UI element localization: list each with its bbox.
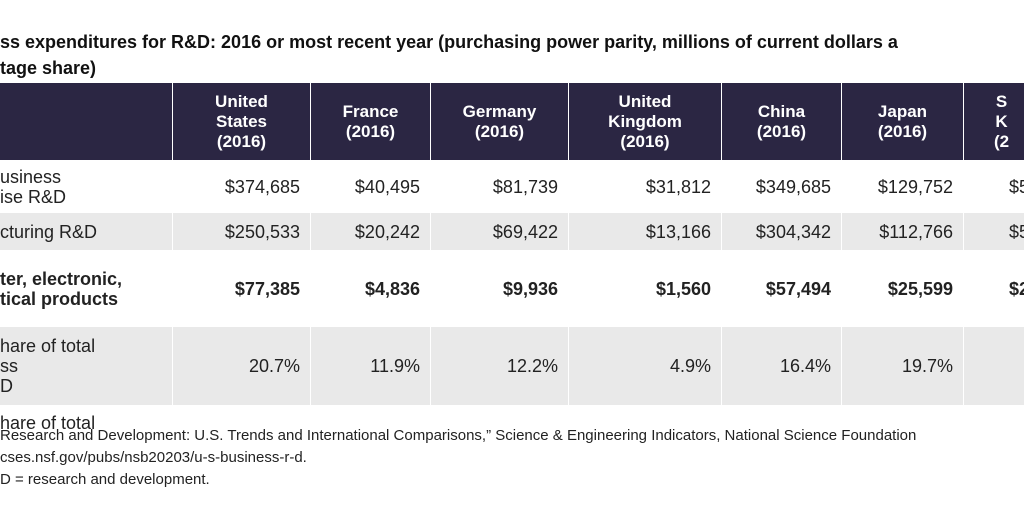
table-cell: 20.7% <box>173 327 311 405</box>
footnote: Research and Development: U.S. Trends an… <box>0 427 917 444</box>
table-cell: $69,422 <box>431 213 569 250</box>
table-cell: $250,533 <box>173 213 311 250</box>
table-cell <box>964 405 1024 440</box>
title: ss expenditures for R&D: 2016 or most re… <box>0 32 898 52</box>
table-cell: France (2016) <box>311 83 431 160</box>
table-cell: 11.9% <box>311 327 431 405</box>
footnote: D = research and development. <box>0 471 210 488</box>
table-cell: $2 <box>964 250 1024 327</box>
table-cell <box>722 405 842 440</box>
footnote: cses.nsf.gov/pubs/nsb20203/u-s-business-… <box>0 449 307 466</box>
table-cell: $4,836 <box>311 250 431 327</box>
table-cell <box>431 405 569 440</box>
title: tage share) <box>0 58 97 78</box>
table-cell: $77,385 <box>173 250 311 327</box>
table-cell: Germany (2016) <box>431 83 569 160</box>
table-cell: $1,560 <box>569 250 722 327</box>
table-cell: usiness ise R&D <box>0 160 173 213</box>
table-cell <box>311 405 431 440</box>
table-cell: $25,599 <box>842 250 964 327</box>
table-cell: United Kingdom (2016) <box>569 83 722 160</box>
table-cell: 16.4% <box>722 327 842 405</box>
table-cell: $349,685 <box>722 160 842 213</box>
table-cell <box>964 327 1024 405</box>
table-cell: $304,342 <box>722 213 842 250</box>
table-cell <box>0 83 173 160</box>
table-cell <box>173 405 311 440</box>
table-cell: $9,936 <box>431 250 569 327</box>
table-cell: hare of total <box>0 405 173 440</box>
table-cell: $374,685 <box>173 160 311 213</box>
table-cell: $5 <box>964 213 1024 250</box>
table-cell: $20,242 <box>311 213 431 250</box>
table-cell: 12.2% <box>431 327 569 405</box>
table-cell: hare of total ss D <box>0 327 173 405</box>
table-cell: $129,752 <box>842 160 964 213</box>
table-cell: 19.7% <box>842 327 964 405</box>
table-cell: $5 <box>964 160 1024 213</box>
table-cell: $13,166 <box>569 213 722 250</box>
table-cell <box>569 405 722 440</box>
table-cell: $57,494 <box>722 250 842 327</box>
table-cell: United States (2016) <box>173 83 311 160</box>
table-cell: China (2016) <box>722 83 842 160</box>
table-cell: $112,766 <box>842 213 964 250</box>
table-cell <box>842 405 964 440</box>
table-cell: ter, electronic, tical products <box>0 250 173 327</box>
table-cell: $31,812 <box>569 160 722 213</box>
table-cell: 4.9% <box>569 327 722 405</box>
table-cell: $40,495 <box>311 160 431 213</box>
table-cell: S K (2 <box>964 83 1024 160</box>
table-cell: Japan (2016) <box>842 83 964 160</box>
table-cell: $81,739 <box>431 160 569 213</box>
table-cell: cturing R&D <box>0 213 173 250</box>
